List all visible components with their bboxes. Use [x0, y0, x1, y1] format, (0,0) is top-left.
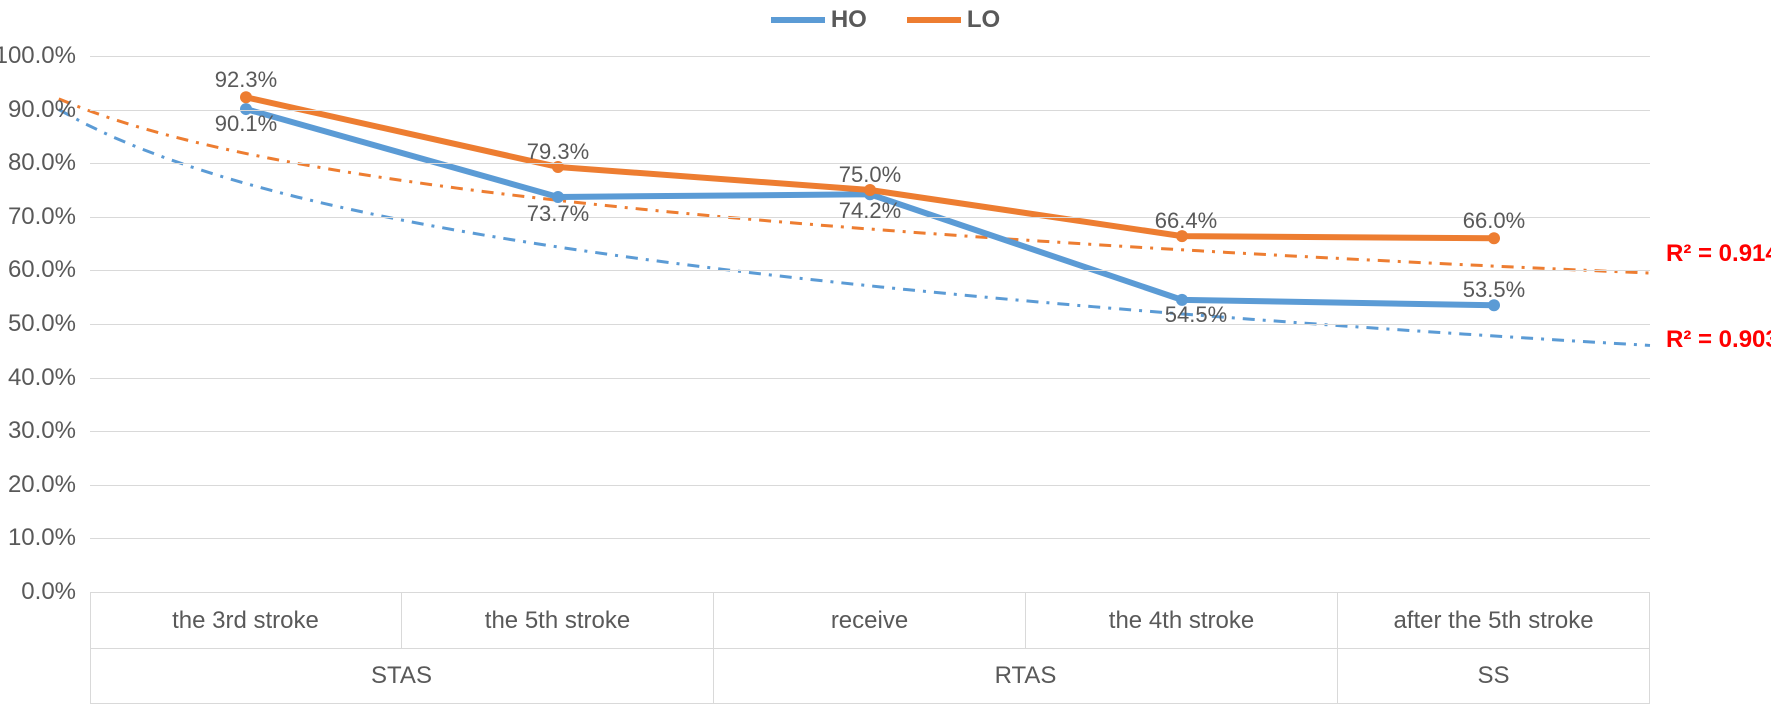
x-category: receive	[714, 592, 1026, 648]
x-category-label: after the 5th stroke	[1338, 593, 1649, 637]
legend-label: HO	[831, 6, 867, 34]
x-category-label: the 5th stroke	[402, 593, 713, 637]
y-tick-label: 30.0%	[8, 417, 90, 445]
data-label: 74.2%	[839, 198, 901, 224]
gridline	[90, 270, 1650, 271]
r2-label-ho: R² = 0.9034	[1666, 326, 1771, 354]
legend-swatch	[907, 17, 961, 23]
y-tick-label: 90.0%	[8, 96, 90, 124]
data-label: 73.7%	[527, 201, 589, 227]
legend-item-lo: LO	[907, 6, 1000, 34]
x-group-label: STAS	[90, 648, 714, 704]
gridline	[90, 378, 1650, 379]
y-tick-label: 0.0%	[21, 578, 90, 606]
y-tick-label: 60.0%	[8, 256, 90, 284]
data-label: 66.4%	[1155, 208, 1217, 234]
x-group-label: RTAS	[714, 648, 1338, 704]
x-category-label: receive	[714, 593, 1025, 637]
x-category-label: the 4th stroke	[1026, 593, 1337, 637]
gridline	[90, 324, 1650, 325]
gridline	[90, 56, 1650, 57]
gridline	[90, 485, 1650, 486]
gridline	[90, 110, 1650, 111]
x-group-label: SS	[1338, 648, 1650, 704]
data-label: 66.0%	[1463, 208, 1525, 234]
legend-item-ho: HO	[771, 6, 867, 34]
y-tick-label: 50.0%	[8, 310, 90, 338]
y-tick-label: 100.0%	[0, 42, 90, 70]
line-chart: HOLO 0.0%10.0%20.0%30.0%40.0%50.0%60.0%7…	[0, 0, 1771, 724]
y-tick-label: 80.0%	[8, 149, 90, 177]
x-category: after the 5th stroke	[1338, 592, 1650, 648]
legend-label: LO	[967, 6, 1000, 34]
x-category: the 3rd stroke	[90, 592, 402, 648]
data-label: 53.5%	[1463, 277, 1525, 303]
y-tick-label: 10.0%	[8, 524, 90, 552]
x-category-label: the 3rd stroke	[90, 593, 401, 637]
x-category: the 5th stroke	[402, 592, 714, 648]
y-tick-label: 70.0%	[8, 203, 90, 231]
data-label: 90.1%	[215, 111, 277, 137]
gridline	[90, 431, 1650, 432]
legend-swatch	[771, 17, 825, 23]
data-label: 79.3%	[527, 139, 589, 165]
y-tick-label: 40.0%	[8, 364, 90, 392]
r2-label-lo: R² = 0.914	[1666, 240, 1771, 268]
x-category: the 4th stroke	[1026, 592, 1338, 648]
y-tick-label: 20.0%	[8, 471, 90, 499]
data-label: 75.0%	[839, 162, 901, 188]
data-label: 92.3%	[215, 67, 277, 93]
data-label: 54.5%	[1165, 302, 1227, 328]
gridline	[90, 538, 1650, 539]
legend: HO LO	[0, 0, 1771, 40]
plot-area: 0.0%10.0%20.0%30.0%40.0%50.0%60.0%70.0%8…	[90, 56, 1650, 592]
